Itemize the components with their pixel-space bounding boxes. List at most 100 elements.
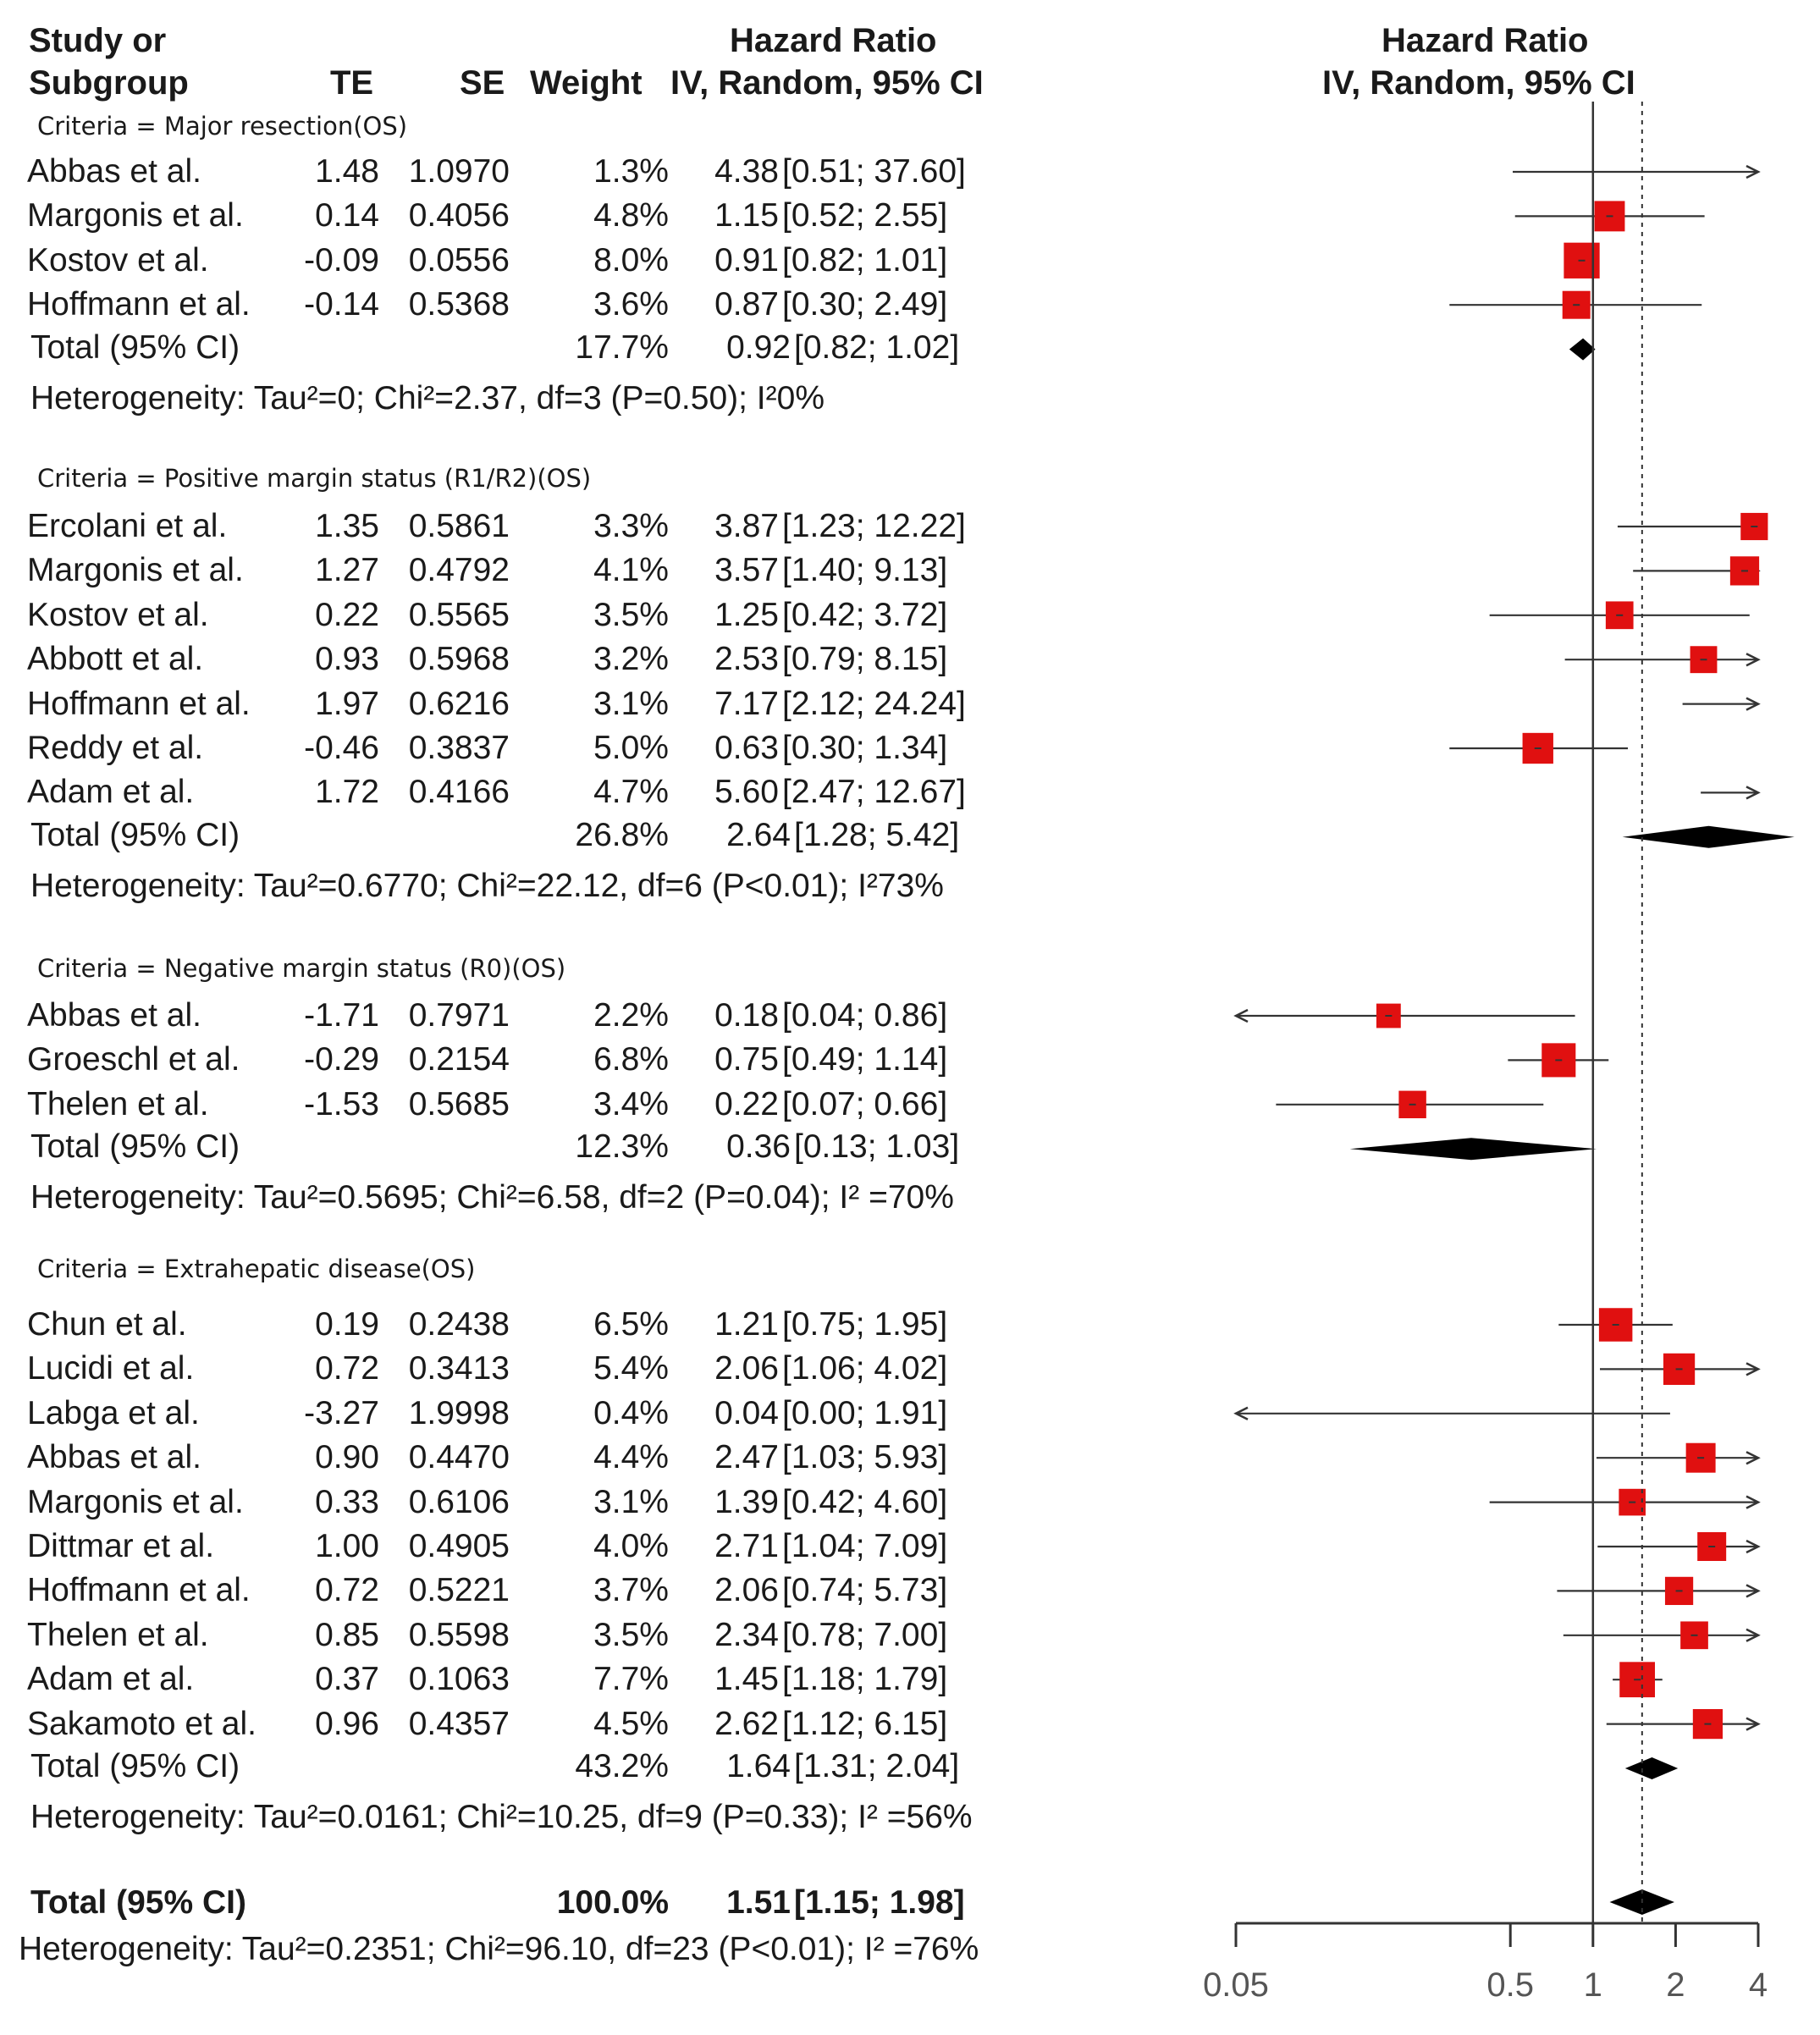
- study-hr: 0.87: [714, 286, 779, 323]
- study-name: Reddy et al.: [27, 730, 204, 766]
- study-se: 0.7971: [408, 997, 510, 1034]
- study-weight: 4.1%: [593, 552, 669, 589]
- study-ci: [0.75; 1.95]: [782, 1306, 948, 1343]
- study-hr: 0.63: [714, 730, 779, 766]
- study-1-1-arrow-right: [1746, 164, 1761, 179]
- study-te: 1.97: [315, 685, 379, 722]
- study-se: 0.5685: [408, 1085, 510, 1122]
- study-ci: [0.79; 8.15]: [782, 641, 948, 678]
- study-ci: [0.30; 2.49]: [782, 286, 948, 323]
- subgroup-total-hr: 0.92: [726, 328, 791, 366]
- study-4-3-arrow-left: [1233, 1406, 1249, 1420]
- study-hr: 2.62: [714, 1705, 779, 1742]
- subgroup-total-weight: 43.2%: [575, 1748, 669, 1784]
- study-se: 0.5968: [408, 641, 510, 678]
- study-se: 0.4166: [408, 774, 510, 811]
- study-se: 0.5861: [408, 508, 510, 544]
- subgroup-total-weight: 26.8%: [575, 816, 669, 853]
- study-ci: [1.40; 9.13]: [782, 552, 948, 589]
- subgroup-total-weight: 17.7%: [575, 328, 669, 366]
- study-ci: [0.42; 3.72]: [782, 596, 948, 633]
- study-hr: 3.57: [714, 552, 779, 589]
- study-weight: 3.1%: [593, 1483, 669, 1520]
- subgroup-criteria-2: Criteria = Positive margin status (R1/R2…: [37, 464, 592, 493]
- subgroup-heterogeneity: Heterogeneity: Tau²=0; Chi²=2.37, df=3 (…: [30, 379, 825, 416]
- subgroup-4-diamond: [1624, 1757, 1679, 1779]
- study-te: 0.96: [315, 1705, 379, 1742]
- study-ci: [1.12; 6.15]: [782, 1705, 948, 1742]
- study-se: 0.2438: [408, 1306, 510, 1343]
- study-weight: 3.3%: [593, 508, 669, 544]
- x-axis-tick-label: 1: [1584, 1966, 1602, 2004]
- study-ci: [1.23; 12.22]: [782, 508, 966, 544]
- study-ci: [0.52; 2.55]: [782, 197, 948, 234]
- subgroup-criteria-1: Criteria = Major resection(OS): [37, 112, 408, 141]
- study-weight: 5.4%: [593, 1350, 669, 1387]
- study-hr: 0.75: [714, 1041, 779, 1078]
- study-te: 0.37: [315, 1661, 379, 1698]
- subgroup-total-label: Total (95% CI): [30, 816, 240, 853]
- study-hr: 2.06: [714, 1572, 779, 1609]
- study-weight: 3.1%: [593, 685, 669, 722]
- header-study-line2: Subgroup: [29, 64, 189, 102]
- subgroup-total-label: Total (95% CI): [30, 328, 240, 366]
- study-weight: 3.2%: [593, 641, 669, 678]
- study-hr: 1.45: [714, 1661, 779, 1698]
- header-plot-line1: Hazard Ratio: [1382, 22, 1589, 59]
- study-weight: 7.7%: [593, 1661, 669, 1698]
- study-hr: 2.71: [714, 1528, 779, 1564]
- subgroup-total-hr: 1.64: [726, 1748, 791, 1784]
- study-te: 0.14: [315, 197, 379, 234]
- subgroup-total-label: Total (95% CI): [30, 1128, 240, 1166]
- study-weight: 1.3%: [593, 153, 669, 190]
- study-ci: [0.49; 1.14]: [782, 1041, 948, 1078]
- study-4-8-arrow-right: [1746, 1628, 1761, 1642]
- subgroup-total-label: Total (95% CI): [30, 1748, 240, 1784]
- study-weight: 6.8%: [593, 1041, 669, 1078]
- study-3-1-arrow-left: [1233, 1008, 1249, 1023]
- study-se: 0.6216: [408, 685, 510, 722]
- x-axis-tick-label: 0.5: [1486, 1966, 1534, 2004]
- overall-total-hr: 1.51: [726, 1884, 791, 1921]
- study-te: -0.29: [304, 1041, 379, 1078]
- study-weight: 4.7%: [593, 774, 669, 811]
- study-weight: 4.4%: [593, 1439, 669, 1476]
- study-te: 0.93: [315, 641, 379, 678]
- x-axis-tick-label: 0.05: [1203, 1966, 1269, 2004]
- study-weight: 2.2%: [593, 997, 669, 1034]
- study-te: 0.90: [315, 1439, 379, 1476]
- study-name: Hoffmann et al.: [27, 685, 251, 722]
- study-4-2-arrow-right: [1746, 1362, 1761, 1376]
- study-ci: [1.04; 7.09]: [782, 1528, 948, 1564]
- study-se: 0.0556: [408, 241, 510, 279]
- study-weight: 3.5%: [593, 1616, 669, 1653]
- study-te: -0.46: [304, 730, 379, 766]
- x-axis-tick-label: 4: [1749, 1966, 1768, 2004]
- study-name: Abbas et al.: [27, 997, 201, 1034]
- header-weight: Weight: [530, 64, 643, 102]
- study-te: 0.72: [315, 1572, 379, 1609]
- study-se: 0.4357: [408, 1705, 510, 1742]
- study-te: 0.22: [315, 596, 379, 633]
- study-2-4-arrow-right: [1746, 653, 1761, 667]
- header-te: TE: [330, 64, 374, 102]
- study-name: Ercolani et al.: [27, 508, 228, 544]
- study-ci: [0.78; 7.00]: [782, 1616, 948, 1653]
- study-4-7-arrow-right: [1746, 1584, 1761, 1598]
- study-te: 0.33: [315, 1483, 379, 1520]
- study-se: 0.3413: [408, 1350, 510, 1387]
- study-hr: 1.39: [714, 1483, 779, 1520]
- overall-total-label: Total (95% CI): [30, 1884, 246, 1921]
- study-hr: 5.60: [714, 774, 779, 811]
- study-se: 1.0970: [408, 153, 510, 190]
- study-ci: [1.18; 1.79]: [782, 1661, 948, 1698]
- subgroup-heterogeneity: Heterogeneity: Tau²=0.0161; Chi²=10.25, …: [30, 1799, 973, 1835]
- study-2-5-arrow-right: [1746, 697, 1761, 711]
- study-name: Labga et al.: [27, 1394, 200, 1431]
- study-4-6-arrow-right: [1746, 1539, 1761, 1554]
- study-name: Adam et al.: [27, 774, 195, 811]
- study-4-10-arrow-right: [1746, 1717, 1761, 1731]
- study-hr: 2.47: [714, 1439, 779, 1476]
- study-weight: 4.0%: [593, 1528, 669, 1564]
- subgroup-total-ci: [1.31; 2.04]: [794, 1748, 960, 1784]
